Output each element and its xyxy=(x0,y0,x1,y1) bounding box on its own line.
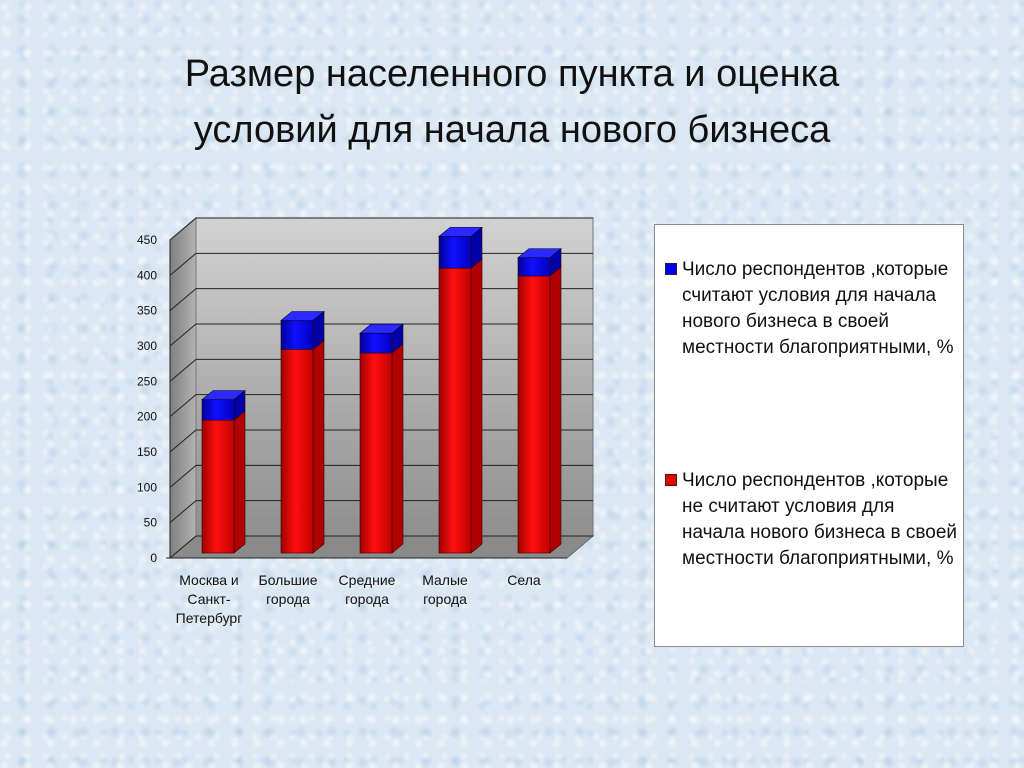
bar-favorable xyxy=(438,226,483,269)
bar-unfavorable xyxy=(359,343,404,554)
bar-favorable-top xyxy=(280,311,325,321)
x-tick-label: города xyxy=(266,591,310,607)
bar-unfavorable-side xyxy=(470,258,483,554)
bar-unfavorable xyxy=(517,266,562,554)
bar-favorable-top xyxy=(201,390,246,400)
y-tick-label: 400 xyxy=(137,268,157,282)
legend-label-unfavorable: Число респондентов ,которые не считают у… xyxy=(682,470,958,569)
bar-unfavorable-front xyxy=(359,352,393,554)
x-tick-label: города xyxy=(423,591,467,607)
bar-unfavorable xyxy=(438,258,483,554)
slide-title-line-1: Размер населенного пункта и оценка xyxy=(184,53,840,95)
bar-unfavorable-front xyxy=(517,275,551,554)
x-tick-label: Малые xyxy=(422,572,468,588)
slide-title: Размер населенного пункта и оценка услов… xyxy=(0,46,1024,158)
bar-unfavorable xyxy=(280,339,325,554)
legend-swatch-unfavorable xyxy=(665,474,677,486)
y-tick-label: 350 xyxy=(137,304,157,318)
bar-unfavorable xyxy=(201,410,246,554)
x-tick-label: города xyxy=(345,591,389,607)
y-tick-label: 50 xyxy=(144,516,158,530)
x-tick-label: Москва и xyxy=(179,572,239,588)
bar-favorable-front xyxy=(438,236,472,269)
chart-side-wall xyxy=(169,216,197,560)
y-tick-label: 0 xyxy=(150,551,157,565)
bar-unfavorable-side xyxy=(233,410,246,554)
chart-labels: 0 50 100 150 200 250 300 350 400 450 Москва и Санкт… xyxy=(137,233,541,626)
legend-label-favorable: Число респондентов ,которые считают усло… xyxy=(682,259,954,358)
bar-favorable xyxy=(517,247,562,277)
bar-unfavorable-front xyxy=(280,349,314,554)
y-tick-label: 450 xyxy=(137,233,157,247)
bar-favorable-front xyxy=(280,320,314,350)
bar-unfavorable-front xyxy=(201,419,235,554)
bar-unfavorable-front xyxy=(438,267,472,554)
x-tick-label: Большие xyxy=(259,572,318,588)
y-tick-label: 200 xyxy=(137,410,157,424)
y-tick-label: 250 xyxy=(137,374,157,388)
bar-unfavorable-side xyxy=(391,343,404,554)
x-tick-label: Петербург xyxy=(176,610,243,626)
chart-bars xyxy=(201,226,562,554)
bar-favorable-front xyxy=(359,332,393,354)
bar-unfavorable-side xyxy=(549,266,562,554)
bar-favorable-front xyxy=(517,257,551,277)
y-tick-label: 100 xyxy=(137,480,157,494)
legend-swatch-favorable xyxy=(665,263,677,275)
x-tick-label: Санкт- xyxy=(187,591,230,607)
bar-favorable-top xyxy=(517,248,562,258)
gridline xyxy=(169,217,593,241)
x-tick-label: Села xyxy=(507,572,541,588)
bar-favorable-front xyxy=(201,399,235,421)
y-tick-label: 150 xyxy=(137,445,157,459)
bar-favorable-top xyxy=(359,323,404,334)
bar-favorable xyxy=(280,310,325,351)
x-tick-label: Средние xyxy=(339,572,396,588)
bar-favorable-top xyxy=(438,227,483,237)
bar-favorable xyxy=(201,390,246,421)
bar-unfavorable-side xyxy=(312,339,325,554)
bar-favorable xyxy=(359,323,404,354)
chart-legend: Число респондентов ,которые считают усло… xyxy=(654,224,964,647)
y-tick-label: 300 xyxy=(137,339,157,353)
slide-title-line-2: условий для начала нового бизнеса xyxy=(193,109,831,151)
